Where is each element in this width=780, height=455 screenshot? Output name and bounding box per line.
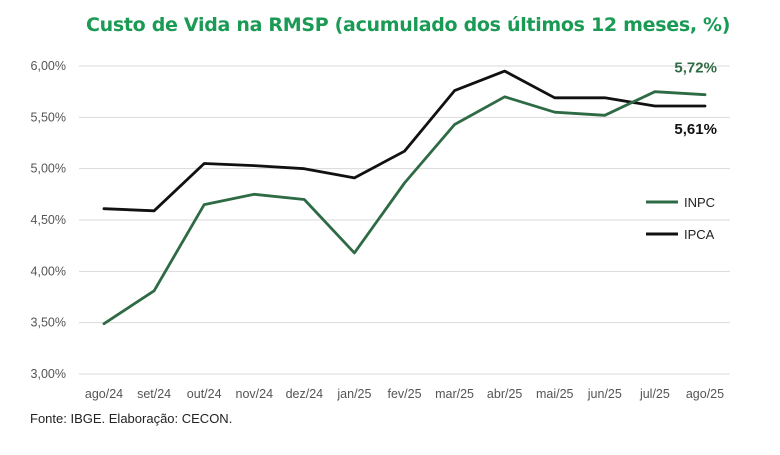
legend: INPC IPCA bbox=[646, 195, 715, 242]
series-line-ipca bbox=[102, 69, 707, 213]
x-tick-label: fev/25 bbox=[387, 387, 421, 401]
end-label-inpc: 5,72% bbox=[674, 60, 717, 77]
legend-label-ipca: IPCA bbox=[684, 227, 715, 242]
y-tick-label: 3,00% bbox=[31, 367, 66, 381]
x-tick-label: jul/25 bbox=[639, 387, 670, 401]
x-tick-label: ago/25 bbox=[686, 387, 724, 401]
x-tick-label: abr/25 bbox=[487, 387, 522, 401]
y-axis-ticks: 3,00% 3,50% 4,00% 4,50% 5,00% 5,50% 6,00% bbox=[31, 59, 66, 381]
series-lines bbox=[102, 69, 707, 326]
x-tick-label: mai/25 bbox=[536, 387, 574, 401]
x-axis-ticks: ago/24 set/24 out/24 nov/24 dez/24 jan/25 fev/… bbox=[85, 387, 724, 401]
x-tick-label: ago/24 bbox=[85, 387, 123, 401]
x-tick-label: jun/25 bbox=[587, 387, 622, 401]
chart-title: Custo de Vida na RMSP (acumulado dos últ… bbox=[86, 14, 731, 36]
x-tick-label: nov/24 bbox=[236, 387, 274, 401]
x-tick-label: jan/25 bbox=[336, 387, 371, 401]
legend-label-inpc: INPC bbox=[684, 195, 715, 210]
y-tick-label: 5,00% bbox=[31, 162, 66, 176]
series-line-inpc bbox=[102, 90, 707, 326]
y-tick-label: 4,00% bbox=[31, 264, 66, 278]
gridlines bbox=[79, 65, 730, 375]
y-tick-label: 4,50% bbox=[31, 213, 66, 227]
y-tick-label: 6,00% bbox=[31, 59, 66, 73]
end-labels: 5,72% 5,61% bbox=[674, 60, 717, 138]
x-tick-label: set/24 bbox=[137, 387, 171, 401]
x-tick-label: out/24 bbox=[187, 387, 222, 401]
y-tick-label: 5,50% bbox=[31, 110, 66, 124]
x-tick-label: dez/24 bbox=[286, 387, 324, 401]
source-note: Fonte: IBGE. Elaboração: CECON. bbox=[30, 411, 233, 426]
y-tick-label: 3,50% bbox=[31, 316, 66, 330]
x-tick-label: mar/25 bbox=[435, 387, 474, 401]
end-label-ipca: 5,61% bbox=[674, 121, 717, 138]
